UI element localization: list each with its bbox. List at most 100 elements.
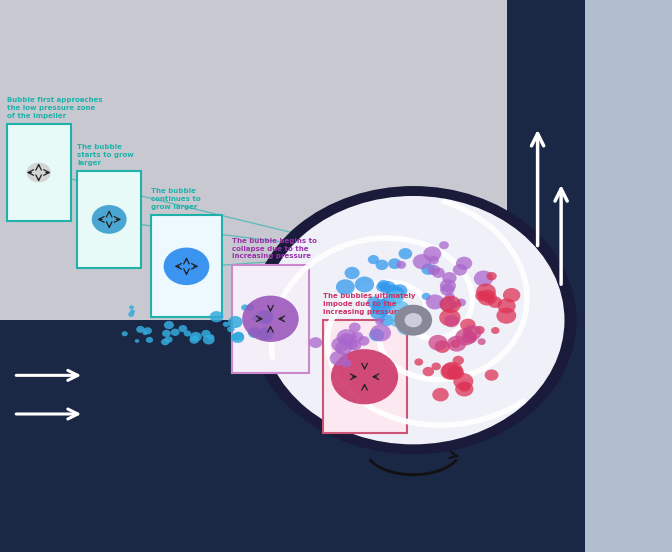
Circle shape bbox=[250, 186, 577, 454]
Circle shape bbox=[348, 340, 362, 351]
Circle shape bbox=[444, 315, 459, 327]
Circle shape bbox=[480, 292, 491, 300]
Circle shape bbox=[392, 284, 407, 297]
Circle shape bbox=[380, 281, 396, 294]
Bar bbox=[0, 0, 672, 320]
Circle shape bbox=[203, 335, 214, 344]
Circle shape bbox=[190, 332, 202, 342]
Circle shape bbox=[440, 296, 461, 313]
Text: The bubble
continues to
grow larger: The bubble continues to grow larger bbox=[151, 188, 201, 210]
Circle shape bbox=[253, 315, 259, 321]
Circle shape bbox=[478, 338, 486, 345]
Circle shape bbox=[230, 334, 239, 341]
Circle shape bbox=[355, 277, 374, 293]
Circle shape bbox=[130, 310, 135, 314]
FancyBboxPatch shape bbox=[77, 171, 141, 268]
Circle shape bbox=[464, 332, 472, 339]
Circle shape bbox=[440, 279, 456, 293]
Circle shape bbox=[423, 367, 434, 376]
Circle shape bbox=[447, 336, 466, 352]
Circle shape bbox=[462, 331, 477, 344]
Circle shape bbox=[368, 255, 379, 264]
Circle shape bbox=[474, 326, 485, 335]
Circle shape bbox=[129, 305, 134, 309]
Circle shape bbox=[234, 332, 244, 340]
Circle shape bbox=[487, 272, 497, 280]
Circle shape bbox=[246, 304, 255, 311]
Circle shape bbox=[394, 305, 432, 336]
Circle shape bbox=[458, 382, 470, 392]
Circle shape bbox=[497, 299, 515, 314]
Circle shape bbox=[210, 311, 223, 322]
Circle shape bbox=[241, 305, 249, 311]
Circle shape bbox=[381, 296, 396, 309]
Circle shape bbox=[455, 381, 474, 396]
Circle shape bbox=[456, 299, 466, 306]
Circle shape bbox=[161, 338, 169, 346]
Circle shape bbox=[257, 310, 274, 324]
Circle shape bbox=[202, 330, 211, 338]
Circle shape bbox=[465, 331, 475, 339]
Text: The bubble begins to
collapse due to the
increasing pressure: The bubble begins to collapse due to the… bbox=[232, 238, 317, 259]
Circle shape bbox=[484, 296, 492, 303]
Circle shape bbox=[475, 291, 488, 301]
Circle shape bbox=[412, 312, 422, 321]
Circle shape bbox=[482, 292, 494, 302]
Circle shape bbox=[227, 326, 235, 332]
Circle shape bbox=[432, 388, 449, 401]
Circle shape bbox=[460, 319, 476, 331]
Circle shape bbox=[423, 246, 442, 261]
Circle shape bbox=[488, 296, 502, 308]
Circle shape bbox=[345, 339, 358, 349]
Circle shape bbox=[223, 322, 229, 327]
Circle shape bbox=[162, 330, 171, 337]
Circle shape bbox=[400, 309, 411, 318]
Circle shape bbox=[386, 284, 401, 297]
Circle shape bbox=[375, 318, 384, 325]
Circle shape bbox=[331, 337, 349, 352]
Circle shape bbox=[358, 336, 370, 346]
Circle shape bbox=[462, 331, 475, 342]
Circle shape bbox=[439, 309, 460, 326]
Circle shape bbox=[128, 312, 134, 317]
Circle shape bbox=[390, 301, 410, 317]
Circle shape bbox=[456, 328, 476, 346]
Circle shape bbox=[453, 264, 467, 275]
Circle shape bbox=[427, 265, 440, 275]
Circle shape bbox=[497, 307, 516, 324]
Circle shape bbox=[164, 247, 210, 285]
Circle shape bbox=[441, 363, 460, 380]
Circle shape bbox=[440, 284, 454, 296]
Circle shape bbox=[474, 270, 493, 286]
Circle shape bbox=[456, 257, 472, 270]
Circle shape bbox=[491, 327, 499, 334]
Circle shape bbox=[341, 359, 351, 368]
Circle shape bbox=[388, 258, 401, 269]
Circle shape bbox=[450, 339, 460, 348]
Circle shape bbox=[337, 329, 357, 346]
Circle shape bbox=[394, 291, 405, 300]
Circle shape bbox=[378, 280, 390, 290]
Circle shape bbox=[478, 290, 497, 306]
Circle shape bbox=[439, 241, 449, 250]
Text: The bubble
starts to grow
larger: The bubble starts to grow larger bbox=[77, 144, 134, 166]
Circle shape bbox=[379, 315, 394, 326]
Circle shape bbox=[442, 362, 463, 379]
Bar bbox=[507, 0, 585, 552]
Circle shape bbox=[387, 290, 404, 304]
Circle shape bbox=[439, 297, 456, 311]
Circle shape bbox=[367, 296, 381, 308]
Circle shape bbox=[382, 283, 391, 291]
Circle shape bbox=[136, 326, 144, 333]
Circle shape bbox=[435, 341, 450, 353]
Circle shape bbox=[370, 305, 387, 320]
Circle shape bbox=[335, 341, 352, 355]
Circle shape bbox=[331, 349, 398, 404]
Circle shape bbox=[208, 335, 214, 340]
Circle shape bbox=[415, 358, 423, 365]
Circle shape bbox=[429, 256, 439, 264]
Circle shape bbox=[309, 337, 322, 348]
Bar bbox=[0, 320, 672, 552]
Circle shape bbox=[422, 293, 431, 300]
Circle shape bbox=[445, 293, 455, 301]
